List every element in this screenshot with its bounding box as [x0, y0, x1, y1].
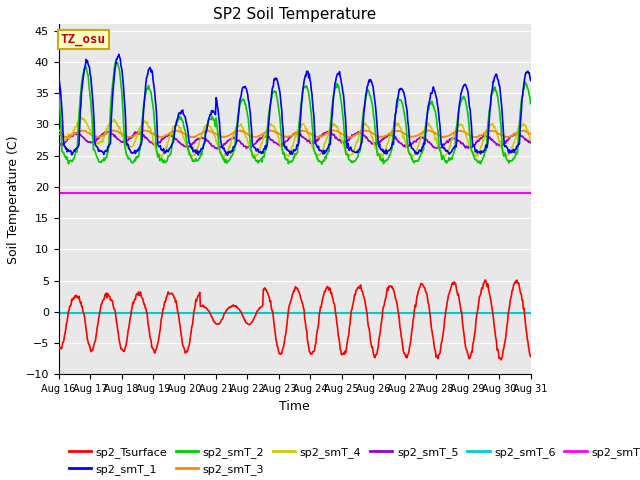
sp2_smT_5: [55, 143, 63, 148]
Text: TZ_osu: TZ_osu: [61, 33, 106, 46]
sp2_smT_5: [186, 144, 193, 149]
sp2_smT_3: [112, 129, 120, 134]
sp2_smT_2: [113, 60, 120, 66]
Y-axis label: Soil Temperature (C): Soil Temperature (C): [7, 135, 20, 264]
sp2_smT_3: [527, 131, 534, 137]
sp2_smT_4: [186, 150, 193, 156]
sp2_smT_4: [366, 128, 374, 133]
Line: sp2_Tsurface: sp2_Tsurface: [59, 280, 531, 360]
sp2_smT_3: [185, 134, 193, 140]
sp2_smT_7: [160, 191, 168, 196]
sp2_smT_2: [112, 59, 120, 64]
X-axis label: Time: Time: [279, 400, 310, 413]
sp2_smT_1: [367, 77, 374, 83]
Line: sp2_smT_2: sp2_smT_2: [59, 61, 531, 164]
sp2_smT_6: [160, 310, 168, 315]
sp2_smT_5: [367, 139, 374, 144]
sp2_Tsurface: [351, 292, 359, 298]
sp2_smT_7: [63, 191, 71, 196]
sp2_smT_2: [161, 157, 168, 163]
Line: sp2_smT_5: sp2_smT_5: [59, 132, 531, 149]
sp2_smT_6: [63, 310, 71, 315]
sp2_smT_3: [425, 127, 433, 133]
sp2_smT_1: [55, 70, 63, 76]
sp2_smT_4: [113, 121, 120, 127]
sp2_Tsurface: [55, 344, 63, 350]
sp2_smT_7: [365, 191, 373, 196]
sp2_smT_5: [63, 137, 71, 143]
sp2_smT_5: [214, 146, 222, 152]
Line: sp2_smT_4: sp2_smT_4: [59, 118, 531, 157]
sp2_smT_5: [527, 140, 534, 145]
sp2_smT_1: [112, 62, 120, 68]
sp2_smT_5: [161, 135, 168, 141]
sp2_smT_3: [366, 129, 374, 134]
sp2_smT_1: [223, 153, 231, 158]
sp2_Tsurface: [112, 312, 120, 318]
sp2_smT_1: [63, 149, 71, 155]
sp2_smT_1: [186, 140, 193, 146]
sp2_smT_1: [161, 150, 168, 156]
sp2_Tsurface: [63, 318, 71, 324]
sp2_Tsurface: [185, 344, 193, 350]
sp2_smT_2: [186, 152, 193, 157]
sp2_smT_5: [102, 129, 110, 134]
sp2_smT_7: [185, 191, 193, 196]
sp2_smT_3: [55, 132, 63, 137]
sp2_smT_3: [63, 134, 71, 140]
sp2_smT_7: [55, 191, 63, 196]
sp2_smT_2: [527, 101, 534, 107]
sp2_smT_7: [112, 191, 120, 196]
sp2_smT_7: [527, 191, 534, 196]
sp2_smT_2: [63, 155, 71, 160]
sp2_smT_3: [160, 133, 168, 139]
sp2_smT_1: [527, 77, 534, 83]
sp2_smT_4: [352, 142, 360, 147]
sp2_smT_5: [353, 131, 360, 137]
sp2_Tsurface: [497, 357, 505, 363]
sp2_Tsurface: [365, 325, 373, 331]
sp2_smT_2: [318, 161, 326, 167]
sp2_smT_1: [115, 51, 123, 57]
Line: sp2_smT_3: sp2_smT_3: [59, 130, 531, 138]
sp2_smT_6: [527, 310, 534, 315]
sp2_smT_4: [161, 149, 168, 155]
sp2_smT_4: [502, 155, 510, 160]
sp2_smT_1: [353, 150, 360, 156]
sp2_smT_2: [353, 156, 360, 161]
Line: sp2_smT_1: sp2_smT_1: [59, 54, 531, 156]
sp2_smT_5: [113, 134, 120, 140]
sp2_smT_6: [351, 310, 359, 315]
sp2_smT_6: [365, 310, 373, 315]
sp2_smT_2: [367, 93, 374, 99]
sp2_Tsurface: [160, 306, 168, 312]
sp2_smT_6: [112, 310, 120, 315]
sp2_smT_4: [527, 137, 534, 143]
sp2_smT_4: [63, 135, 71, 141]
sp2_smT_3: [315, 135, 323, 141]
sp2_smT_7: [351, 191, 359, 196]
sp2_smT_4: [77, 115, 85, 120]
sp2_smT_6: [55, 310, 63, 315]
sp2_smT_4: [55, 127, 63, 132]
Title: SP2 Soil Temperature: SP2 Soil Temperature: [213, 7, 376, 22]
sp2_smT_2: [55, 90, 63, 96]
sp2_smT_3: [352, 132, 360, 138]
Legend: sp2_Tsurface, sp2_smT_1, sp2_smT_2, sp2_smT_3, sp2_smT_4, sp2_smT_5, sp2_smT_6, : sp2_Tsurface, sp2_smT_1, sp2_smT_2, sp2_…: [64, 443, 640, 479]
sp2_Tsurface: [481, 277, 489, 283]
sp2_smT_6: [185, 310, 193, 315]
sp2_Tsurface: [527, 354, 534, 360]
